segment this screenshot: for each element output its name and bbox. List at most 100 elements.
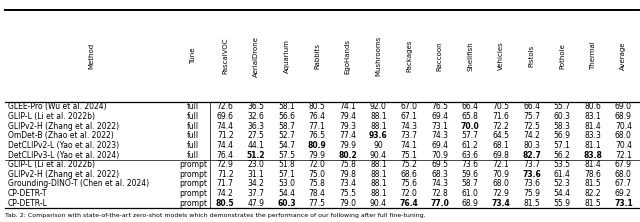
Text: 47.9: 47.9 xyxy=(248,199,264,208)
Text: 53.5: 53.5 xyxy=(554,160,571,169)
Text: 81.1: 81.1 xyxy=(584,141,601,150)
Text: 83.1: 83.1 xyxy=(584,112,601,121)
Text: 79.9: 79.9 xyxy=(339,141,356,150)
Text: 76.4: 76.4 xyxy=(308,112,326,121)
Text: 90: 90 xyxy=(374,141,383,150)
Text: 88.1: 88.1 xyxy=(370,189,387,198)
Text: 79.0: 79.0 xyxy=(339,199,356,208)
Text: Method: Method xyxy=(88,43,94,69)
Text: 74.3: 74.3 xyxy=(401,122,417,131)
Text: 79.9: 79.9 xyxy=(308,151,326,160)
Text: 79.4: 79.4 xyxy=(339,112,356,121)
Text: 80.9: 80.9 xyxy=(308,141,326,150)
Text: 92.0: 92.0 xyxy=(370,102,387,111)
Text: 75.7: 75.7 xyxy=(523,112,540,121)
Text: 69.6: 69.6 xyxy=(217,112,234,121)
Text: 67.9: 67.9 xyxy=(615,160,632,169)
Text: GLIPv2-H (Zhang et al. 2022): GLIPv2-H (Zhang et al. 2022) xyxy=(8,122,119,131)
Text: 66.4: 66.4 xyxy=(523,102,540,111)
Text: prompt: prompt xyxy=(179,170,207,179)
Text: 55.7: 55.7 xyxy=(554,102,571,111)
Text: 79.3: 79.3 xyxy=(339,122,356,131)
Text: 75.9: 75.9 xyxy=(523,189,540,198)
Text: Rabbits: Rabbits xyxy=(314,43,320,69)
Text: 76.4: 76.4 xyxy=(399,199,419,208)
Text: 80.6: 80.6 xyxy=(584,102,601,111)
Text: 77.4: 77.4 xyxy=(339,131,356,140)
Text: 74.3: 74.3 xyxy=(431,131,448,140)
Text: prompt: prompt xyxy=(179,199,207,208)
Text: 51.2: 51.2 xyxy=(246,151,265,160)
Text: Grounding-DINO-T (Chen et al. 2024): Grounding-DINO-T (Chen et al. 2024) xyxy=(8,179,149,188)
Text: 74.4: 74.4 xyxy=(217,122,234,131)
Text: 83.3: 83.3 xyxy=(584,131,601,140)
Text: 36.5: 36.5 xyxy=(248,102,264,111)
Text: Average: Average xyxy=(620,42,627,70)
Text: 72.5: 72.5 xyxy=(523,122,540,131)
Text: 72.0: 72.0 xyxy=(401,189,417,198)
Text: 88.1: 88.1 xyxy=(370,160,387,169)
Text: 81.5: 81.5 xyxy=(523,199,540,208)
Text: DetCLIPv2-L (Yao et al. 2023): DetCLIPv2-L (Yao et al. 2023) xyxy=(8,141,119,150)
Text: 54.7: 54.7 xyxy=(278,141,295,150)
Text: full: full xyxy=(188,131,199,140)
Text: 60.3: 60.3 xyxy=(277,199,296,208)
Text: 83.8: 83.8 xyxy=(583,151,602,160)
Text: 37.7: 37.7 xyxy=(248,189,264,198)
Text: Shellfish: Shellfish xyxy=(467,41,473,71)
Text: 69.8: 69.8 xyxy=(492,151,509,160)
Text: 88.1: 88.1 xyxy=(370,170,387,179)
Text: 71.2: 71.2 xyxy=(217,170,234,179)
Text: 88.1: 88.1 xyxy=(370,179,387,188)
Text: 56.2: 56.2 xyxy=(554,151,571,160)
Text: 51.8: 51.8 xyxy=(278,160,295,169)
Text: 81.5: 81.5 xyxy=(584,179,601,188)
Text: 90.4: 90.4 xyxy=(370,151,387,160)
Text: 75.8: 75.8 xyxy=(339,160,356,169)
Text: 61.2: 61.2 xyxy=(462,141,479,150)
Text: 63.6: 63.6 xyxy=(462,151,479,160)
Text: 78.6: 78.6 xyxy=(584,170,601,179)
Text: 57.1: 57.1 xyxy=(554,141,571,150)
Text: 80.5: 80.5 xyxy=(216,199,234,208)
Text: full: full xyxy=(188,141,199,150)
Text: 58.7: 58.7 xyxy=(462,179,479,188)
Text: 57.1: 57.1 xyxy=(278,170,295,179)
Text: 70.5: 70.5 xyxy=(492,102,509,111)
Text: full: full xyxy=(188,151,199,160)
Text: 75.5: 75.5 xyxy=(339,189,356,198)
Text: DetCLIPv3-L (Yao et al. 2024): DetCLIPv3-L (Yao et al. 2024) xyxy=(8,151,119,160)
Text: GLIPv2-H (Zhang et al. 2022): GLIPv2-H (Zhang et al. 2022) xyxy=(8,170,119,179)
Text: 68.9: 68.9 xyxy=(462,199,479,208)
Text: 88.1: 88.1 xyxy=(370,122,387,131)
Text: 75.2: 75.2 xyxy=(401,160,417,169)
Text: 57.7: 57.7 xyxy=(462,131,479,140)
Text: 73.1: 73.1 xyxy=(431,122,448,131)
Text: 57.5: 57.5 xyxy=(278,151,295,160)
Text: 72.1: 72.1 xyxy=(615,151,632,160)
Text: 68.3: 68.3 xyxy=(431,170,448,179)
Text: 74.1: 74.1 xyxy=(339,102,356,111)
Text: 69.2: 69.2 xyxy=(615,189,632,198)
Text: 71.6: 71.6 xyxy=(492,112,509,121)
Text: PascalVOC: PascalVOC xyxy=(222,38,228,74)
Text: 52.3: 52.3 xyxy=(554,179,571,188)
Text: 36.3: 36.3 xyxy=(248,122,264,131)
Text: 27.5: 27.5 xyxy=(248,131,264,140)
Text: 67.1: 67.1 xyxy=(401,112,417,121)
Text: 82.7: 82.7 xyxy=(522,151,541,160)
Text: 73.7: 73.7 xyxy=(401,131,417,140)
Text: Packages: Packages xyxy=(406,40,412,72)
Text: 69.0: 69.0 xyxy=(615,102,632,111)
Text: 72.9: 72.9 xyxy=(492,189,509,198)
Text: 73.6: 73.6 xyxy=(522,170,541,179)
Text: OmDet-B (Zhao et al. 2022): OmDet-B (Zhao et al. 2022) xyxy=(8,131,113,140)
Text: 80.2: 80.2 xyxy=(339,151,357,160)
Text: 70.9: 70.9 xyxy=(492,170,509,179)
Text: 79.8: 79.8 xyxy=(339,170,356,179)
Text: 73.6: 73.6 xyxy=(462,160,479,169)
Text: 73.4: 73.4 xyxy=(492,199,510,208)
Text: 70.0: 70.0 xyxy=(461,122,479,131)
Text: 68.0: 68.0 xyxy=(615,131,632,140)
Text: 71.2: 71.2 xyxy=(217,131,234,140)
